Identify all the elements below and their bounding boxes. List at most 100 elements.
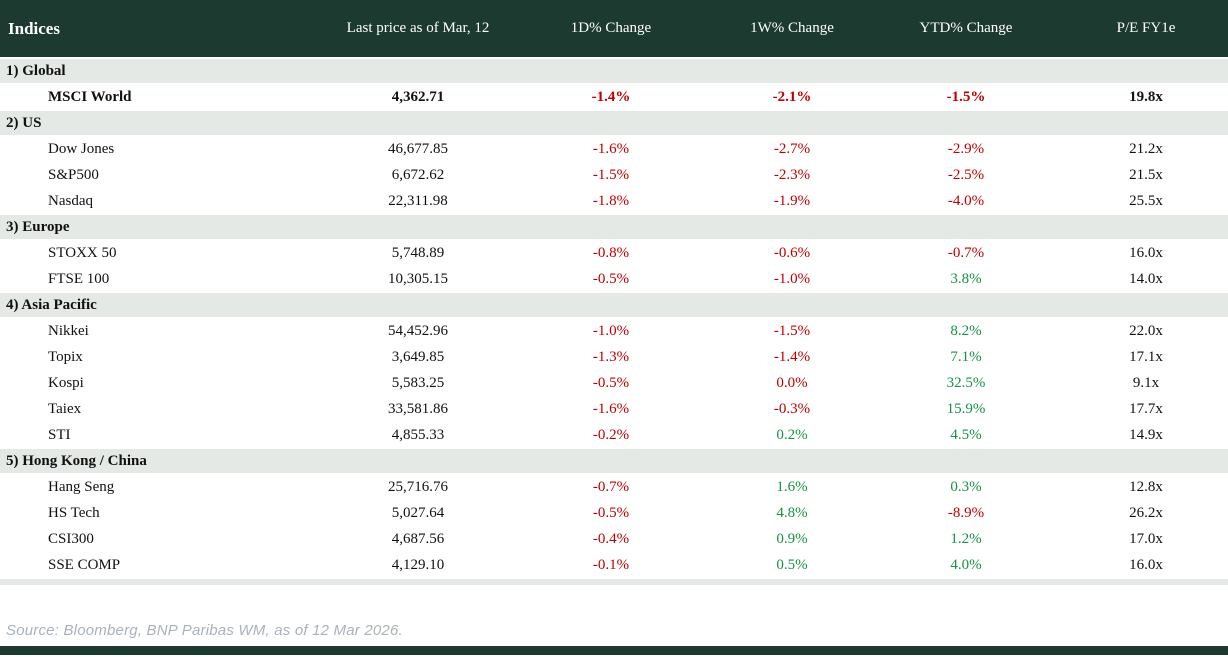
index-row: Kospi 5,583.25 -0.5% 0.0% 32.5% 9.1x	[0, 371, 1228, 395]
cell-last-price: 33,581.86	[330, 397, 506, 421]
cell-last-price: 46,677.85	[330, 137, 506, 161]
cell-last-price: 6,672.62	[330, 163, 506, 187]
index-row: CSI300 4,687.56 -0.4% 0.9% 1.2% 17.0x	[0, 527, 1228, 551]
index-name: Kospi	[0, 371, 330, 395]
section-label: 3) Europe	[0, 215, 1228, 239]
table-title: Indices	[0, 0, 330, 57]
cell-1d-change: -0.5%	[506, 267, 716, 291]
cell-1w-change: -0.3%	[716, 397, 868, 421]
cell-1d-change: -0.1%	[506, 553, 716, 577]
cell-pe: 17.7x	[1064, 397, 1228, 421]
cell-pe: 9.1x	[1064, 371, 1228, 395]
cell-1w-change: -2.7%	[716, 137, 868, 161]
index-row: STI 4,855.33 -0.2% 0.2% 4.5% 14.9x	[0, 423, 1228, 447]
cell-ytd-change: -8.9%	[868, 501, 1064, 525]
cell-ytd-change: -2.5%	[868, 163, 1064, 187]
cell-last-price: 5,583.25	[330, 371, 506, 395]
cell-last-price: 5,027.64	[330, 501, 506, 525]
index-row: Nikkei 54,452.96 -1.0% -1.5% 8.2% 22.0x	[0, 319, 1228, 343]
cell-ytd-change: 32.5%	[868, 371, 1064, 395]
cell-1w-change: -1.5%	[716, 319, 868, 343]
cell-1w-change: 0.9%	[716, 527, 868, 551]
indices-table: Indices Last price as of Mar, 12 1D% Cha…	[0, 0, 1228, 577]
cell-1d-change: -0.2%	[506, 423, 716, 447]
index-name: S&P500	[0, 163, 330, 187]
cell-pe: 16.0x	[1064, 241, 1228, 265]
index-name: STOXX 50	[0, 241, 330, 265]
cell-ytd-change: -2.9%	[868, 137, 1064, 161]
index-row: Taiex 33,581.86 -1.6% -0.3% 15.9% 17.7x	[0, 397, 1228, 421]
cell-ytd-change: 1.2%	[868, 527, 1064, 551]
cell-1d-change: -0.4%	[506, 527, 716, 551]
cell-last-price: 4,855.33	[330, 423, 506, 447]
table-body: 1) Global MSCI World 4,362.71 -1.4% -2.1% -1.…	[0, 59, 1228, 577]
cell-1d-change: -1.5%	[506, 163, 716, 187]
index-name: Dow Jones	[0, 137, 330, 161]
index-name: HS Tech	[0, 501, 330, 525]
cell-pe: 21.2x	[1064, 137, 1228, 161]
col-header-last-price: Last price as of Mar, 12	[330, 0, 506, 57]
cell-ytd-change: 3.8%	[868, 267, 1064, 291]
cell-last-price: 5,748.89	[330, 241, 506, 265]
cell-ytd-change: 8.2%	[868, 319, 1064, 343]
cell-last-price: 4,687.56	[330, 527, 506, 551]
cell-1w-change: -1.4%	[716, 345, 868, 369]
cell-1w-change: -1.0%	[716, 267, 868, 291]
cell-ytd-change: -1.5%	[868, 85, 1064, 109]
section-row: 1) Global	[0, 59, 1228, 83]
cell-1w-change: 0.0%	[716, 371, 868, 395]
cell-pe: 21.5x	[1064, 163, 1228, 187]
index-name: Nikkei	[0, 319, 330, 343]
cell-1d-change: -1.6%	[506, 397, 716, 421]
cell-last-price: 10,305.15	[330, 267, 506, 291]
section-label: 4) Asia Pacific	[0, 293, 1228, 317]
table-bottom-edge	[0, 579, 1228, 585]
cell-ytd-change: 4.5%	[868, 423, 1064, 447]
index-name: STI	[0, 423, 330, 447]
section-label: 2) US	[0, 111, 1228, 135]
cell-1d-change: -1.0%	[506, 319, 716, 343]
index-name: Topix	[0, 345, 330, 369]
index-name: SSE COMP	[0, 553, 330, 577]
cell-last-price: 22,311.98	[330, 189, 506, 213]
index-name: CSI300	[0, 527, 330, 551]
col-header-1w-change: 1W% Change	[716, 0, 868, 57]
cell-1d-change: -0.7%	[506, 475, 716, 499]
cell-pe: 22.0x	[1064, 319, 1228, 343]
cell-last-price: 4,129.10	[330, 553, 506, 577]
index-row: Nasdaq 22,311.98 -1.8% -1.9% -4.0% 25.5x	[0, 189, 1228, 213]
cell-pe: 26.2x	[1064, 501, 1228, 525]
cell-1d-change: -0.8%	[506, 241, 716, 265]
cell-1w-change: 1.6%	[716, 475, 868, 499]
index-row: MSCI World 4,362.71 -1.4% -2.1% -1.5% 19.8x	[0, 85, 1228, 109]
cell-ytd-change: 7.1%	[868, 345, 1064, 369]
cell-pe: 19.8x	[1064, 85, 1228, 109]
source-note: Source: Bloomberg, BNP Paribas WM, as of…	[6, 622, 403, 639]
col-header-pe: P/E FY1e	[1064, 0, 1228, 57]
cell-pe: 17.1x	[1064, 345, 1228, 369]
index-row: S&P500 6,672.62 -1.5% -2.3% -2.5% 21.5x	[0, 163, 1228, 187]
cell-1w-change: -0.6%	[716, 241, 868, 265]
cell-pe: 12.8x	[1064, 475, 1228, 499]
cell-1d-change: -1.6%	[506, 137, 716, 161]
cell-last-price: 25,716.76	[330, 475, 506, 499]
cell-ytd-change: -0.7%	[868, 241, 1064, 265]
section-row: 5) Hong Kong / China	[0, 449, 1228, 473]
index-name: Hang Seng	[0, 475, 330, 499]
index-row: Dow Jones 46,677.85 -1.6% -2.7% -2.9% 21.2x	[0, 137, 1228, 161]
section-label: 5) Hong Kong / China	[0, 449, 1228, 473]
index-row: FTSE 100 10,305.15 -0.5% -1.0% 3.8% 14.0x	[0, 267, 1228, 291]
cell-ytd-change: -4.0%	[868, 189, 1064, 213]
cell-pe: 17.0x	[1064, 527, 1228, 551]
cell-1w-change: -2.1%	[716, 85, 868, 109]
index-name: Taiex	[0, 397, 330, 421]
cell-last-price: 54,452.96	[330, 319, 506, 343]
section-label: 1) Global	[0, 59, 1228, 83]
cell-pe: 14.0x	[1064, 267, 1228, 291]
cell-1w-change: 4.8%	[716, 501, 868, 525]
index-row: Topix 3,649.85 -1.3% -1.4% 7.1% 17.1x	[0, 345, 1228, 369]
index-row: SSE COMP 4,129.10 -0.1% 0.5% 4.0% 16.0x	[0, 553, 1228, 577]
cell-pe: 16.0x	[1064, 553, 1228, 577]
cell-1w-change: -2.3%	[716, 163, 868, 187]
cell-1w-change: 0.5%	[716, 553, 868, 577]
